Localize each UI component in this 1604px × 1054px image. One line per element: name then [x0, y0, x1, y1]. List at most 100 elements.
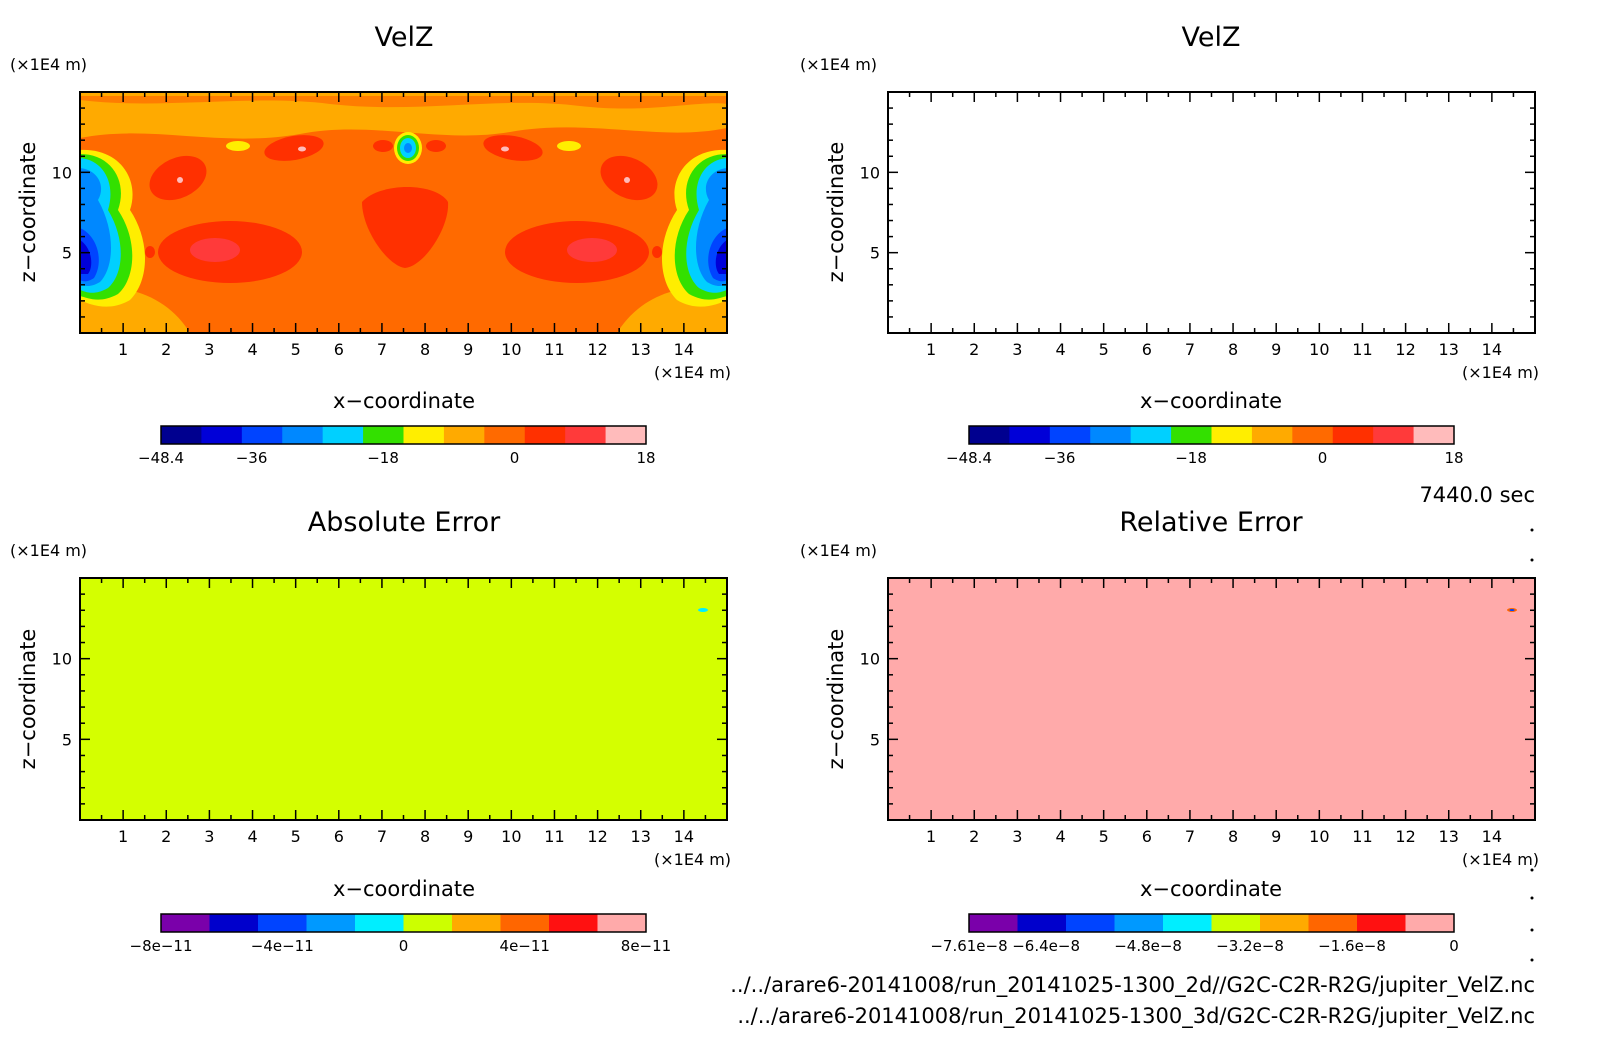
x-tick-label: 11	[1352, 340, 1372, 359]
x-tick-label: 12	[587, 340, 607, 359]
y-tick-label: 10	[860, 163, 880, 182]
field-blob	[1309, 147, 1317, 152]
colorbar-swatch	[322, 426, 364, 444]
field-blob	[1313, 221, 1457, 283]
x-tick-label: 2	[969, 827, 979, 846]
footer-path-2d: ../../arare6-20141008/run_20141025-1300_…	[730, 973, 1535, 998]
x-tick-label: 7	[377, 827, 387, 846]
x-tick-label: 3	[1012, 340, 1022, 359]
colorbar-tick-label: 18	[1444, 449, 1463, 467]
x-tick-label: 10	[501, 340, 521, 359]
colorbar-swatch	[201, 426, 243, 444]
field-blob	[1106, 147, 1114, 152]
colorbar-swatch	[605, 426, 647, 444]
field-wisp	[145, 246, 155, 258]
x-tick-label: 12	[1395, 827, 1415, 846]
y-ticks: 5 10	[52, 593, 727, 805]
colorbar-frame	[968, 425, 1455, 445]
x-tick-label: 5	[291, 340, 301, 359]
x-tick-label: 10	[1309, 340, 1329, 359]
colorbar-swatch	[1009, 426, 1051, 444]
x-tick-label: 5	[1099, 827, 1109, 846]
colorbar-swatch	[484, 426, 526, 444]
field-column	[1208, 138, 1224, 158]
field-blob	[1289, 131, 1352, 165]
error-speck	[698, 608, 708, 612]
x-tick-label: 5	[1099, 340, 1109, 359]
field-wisp	[226, 141, 250, 151]
colorbar-tick-label: 0	[1318, 449, 1328, 467]
field-blob	[190, 238, 240, 262]
field-blob	[998, 238, 1048, 262]
x-tick-label: 9	[463, 827, 473, 846]
colorbar-tick-label: −36	[236, 449, 268, 467]
colorbar-tick-label: −48.4	[138, 449, 184, 467]
panel-title: Relative Error	[1119, 507, 1303, 538]
field-plume	[888, 150, 953, 307]
y-unit-label: (×1E4 m)	[800, 55, 877, 74]
colorbar-swatch	[1163, 914, 1212, 932]
colorbar-swatch	[1260, 914, 1309, 932]
y-axis-label: z−coordinate	[824, 629, 848, 770]
colorbar-swatch	[1114, 914, 1164, 932]
field-blob	[426, 140, 446, 152]
field-plume	[80, 240, 92, 274]
field-blob	[1070, 131, 1133, 165]
velz-field	[888, 92, 1535, 333]
x-tick-label: 6	[1142, 827, 1152, 846]
x-tick-label: 4	[1055, 827, 1065, 846]
field-band-wave	[80, 107, 727, 139]
y-tick-label: 5	[870, 730, 880, 749]
margin-dot	[1530, 928, 1534, 932]
time-label: 7440.0 sec	[1419, 483, 1535, 507]
y-tick-label: 5	[870, 244, 880, 263]
error-field	[888, 578, 1535, 820]
y-tick-label: 5	[62, 244, 72, 263]
colorbar-tick-label: 0	[1449, 937, 1459, 955]
x-tick-label: 9	[463, 340, 473, 359]
colorbar: −48.4 −36 −18 0 18	[138, 425, 656, 467]
x-axis-label: x−coordinate	[333, 877, 475, 901]
x-tick-label: 14	[674, 827, 694, 846]
colorbar-swatch	[1332, 426, 1374, 444]
field-blob	[501, 146, 509, 152]
x-tick-label: 14	[674, 340, 694, 359]
y-unit-label: (×1E4 m)	[10, 541, 87, 560]
colorbar-swatch	[443, 426, 485, 444]
colorbar-swatch	[1090, 426, 1132, 444]
margin-dot	[1530, 896, 1534, 900]
colorbar-swatch	[597, 914, 647, 932]
margin-dot	[1530, 868, 1534, 872]
colorbar-swatch	[524, 426, 566, 444]
x-tick-label: 1	[926, 827, 936, 846]
colorbar-tick-label: −4e−11	[251, 937, 314, 955]
x-tick-label: 2	[161, 827, 171, 846]
colorbar-swatch	[1308, 914, 1358, 932]
field-plume	[715, 240, 727, 274]
colorbar-swatch	[500, 914, 550, 932]
colorbar-swatch	[1373, 426, 1415, 444]
colorbar-swatch	[403, 426, 445, 444]
y-tick-label: 5	[62, 730, 72, 749]
field-band-wave	[80, 96, 727, 109]
colorbar-swatch	[403, 914, 453, 932]
field-wisp	[557, 141, 581, 151]
x-tick-label: 8	[1228, 340, 1238, 359]
x-tick-label: 3	[1012, 827, 1022, 846]
x-tick-label: 7	[1185, 827, 1195, 846]
x-tick-label: 8	[1228, 827, 1238, 846]
colorbar-swatch	[241, 426, 283, 444]
error-speck	[1509, 609, 1515, 611]
field-blob	[950, 147, 1021, 209]
field-lobe	[1425, 287, 1535, 333]
colorbar-swatch	[969, 426, 1010, 444]
colorbar-swatch	[306, 914, 356, 932]
colorbar-tick-label: −3.2e−8	[1216, 937, 1284, 955]
y-tick-label: 10	[860, 650, 880, 669]
colorbar-swatch	[355, 914, 404, 932]
panel-absolute-error: Absolute Error (×1E4 m) 1 2 3 4 5 6 7 8 9 10 11 12 1…	[10, 507, 731, 955]
x-axis-label: x−coordinate	[1140, 877, 1282, 901]
panel-title: VelZ	[375, 22, 434, 53]
colorbar-swatch	[1066, 914, 1115, 932]
colorbar-swatch	[1211, 914, 1261, 932]
